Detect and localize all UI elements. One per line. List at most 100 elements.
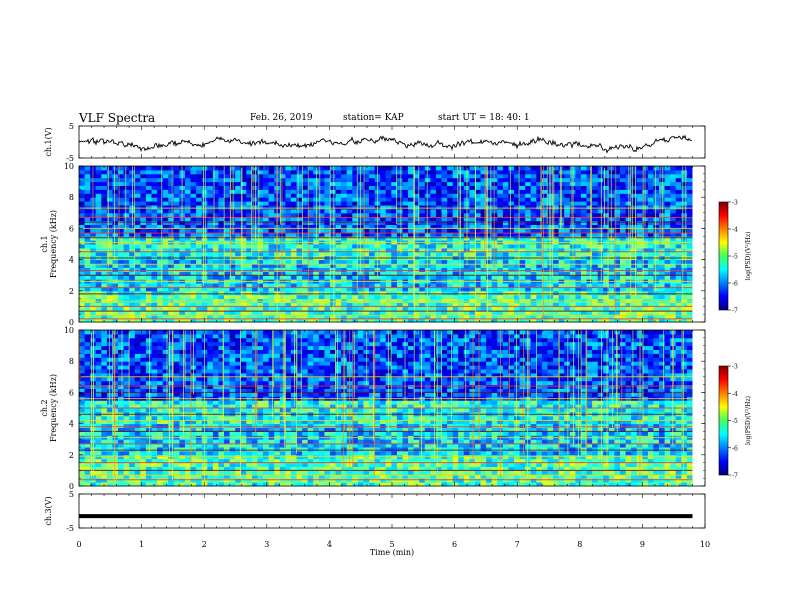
spectrogram-cell [380,482,387,487]
spectrogram-cell [279,216,286,222]
spectrogram-cell [664,314,671,319]
spectrogram-cell [452,302,459,307]
spectrogram-cell [413,478,420,483]
spectrogram-cell [686,169,693,175]
spectrogram-cell [380,166,387,171]
spectrogram-cell [592,193,599,198]
spectrogram-cell [508,290,515,296]
spectrogram-cell [564,212,571,218]
spectrogram-cell [653,201,660,206]
spectrogram-cell [240,482,247,487]
spectrogram-cell [664,177,671,183]
spectrogram-cell [285,247,292,253]
spectrogram-cell [486,232,493,237]
spectrogram-cell [101,244,108,249]
spectrogram-cell [469,314,476,319]
spectrogram-cell [307,216,314,222]
spectrogram-cell [519,181,526,186]
spectrogram-cell [430,216,437,222]
spectrogram-cell [112,247,119,253]
spectrogram-cell [558,294,565,300]
spectrogram-cell [419,263,426,268]
spectrogram-cell [95,185,102,190]
spectrogram-cell [129,251,136,257]
spectrogram-cell [279,298,286,303]
spectrogram-cell [263,224,270,229]
spectrogram-cell [519,310,526,315]
spectrogram-cell [290,294,297,300]
spectrogram-cell [140,212,147,218]
spectrogram-cell [229,259,236,264]
spectrogram-cell [597,290,604,296]
spectrogram-cell [330,173,337,179]
spectrogram-cell [145,205,152,210]
spectrogram-cell [229,474,236,479]
spectrogram-cell [240,208,247,214]
spectrogram-cell [263,205,270,210]
spectrogram-cell [391,271,398,276]
spectrogram-cell [553,314,560,319]
spectrogram-cell [106,173,113,179]
spectrogram-cell [659,474,666,479]
spectrogram-cell [357,259,364,264]
spectrogram-cell [363,236,370,241]
spectrogram-cell [502,271,509,276]
spectrogram-cell [201,232,208,237]
spectrogram-cell [642,482,649,487]
spectrogram-cell [686,478,693,483]
spectrogram-cell [207,220,214,225]
spectrogram-cell [608,166,615,171]
spectrogram-cell [145,197,152,202]
spectrogram-cell [452,251,459,257]
spectrogram-cell [413,224,420,229]
spectrogram-cell [541,470,548,475]
spectrogram-cell [508,310,515,315]
spectrogram-cell [79,263,86,268]
spectrogram-cell [173,193,180,198]
spectrogram-cell [251,470,258,475]
spectrogram-cell [514,290,521,296]
spectrogram-cell [441,247,448,253]
spectrogram-cell [441,294,448,300]
spectrogram-cell [330,286,337,292]
spectrogram-cell [95,310,102,315]
spectrogram-cell [653,232,660,237]
spectrogram-cell [675,193,682,198]
spectrogram-cell [670,216,677,222]
spectrogram-cell [447,220,454,225]
spectrogram-cell [614,181,621,186]
spectrogram-cell [157,294,164,300]
spectrogram-cell [519,298,526,303]
spectrogram-cell [296,205,303,210]
spectrogram-cell [463,478,470,483]
spectrogram-cell [90,251,97,257]
spectrogram-cell [553,205,560,210]
spectrogram-cell [307,212,314,218]
spectrogram-cell [580,220,587,225]
spectrogram-cell [123,314,130,319]
spectrogram-cell [240,169,247,175]
spectrogram-cell [502,259,509,264]
spectrogram-cell [514,201,521,206]
spectrogram-cell [391,470,398,475]
spectrogram-cell [218,216,225,222]
spectrogram-cell [240,298,247,303]
spectrogram-cell [636,166,643,171]
spectrogram-cell [575,275,582,280]
spectrogram-cell [357,208,364,214]
spectrogram-cell [212,212,219,218]
spectrogram-cell [257,466,264,471]
spectrogram-cell [341,482,348,487]
spectrogram-cell [686,267,693,272]
spectrogram-cell [168,466,175,471]
spectrogram-cell [441,228,448,233]
spectrogram-cell [402,251,409,257]
spectrogram-cell [352,189,359,194]
spectrogram-cell [675,267,682,272]
spectrogram-cell [212,205,219,210]
spectrogram-cell [101,173,108,179]
spectrogram-cell [525,208,532,214]
spectrogram-cell [251,267,258,272]
spectrogram-cell [653,205,660,210]
spectrogram-cell [173,228,180,233]
